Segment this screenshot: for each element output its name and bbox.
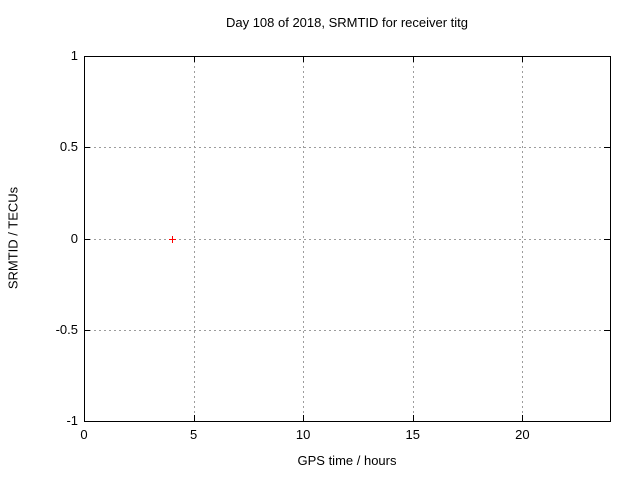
y-axis-label: SRMTID / TECUs [5, 186, 21, 290]
y-tick-label: 0.5 [59, 139, 78, 155]
chart-title: Day 108 of 2018, SRMTID for receiver tit… [225, 15, 469, 30]
x-axis-label: GPS time / hours [297, 453, 397, 468]
x-tick-label: 0 [80, 427, 88, 442]
x-tick-label: 5 [189, 427, 198, 442]
x-tick-label: 10 [295, 427, 311, 442]
plot-border [84, 56, 611, 422]
y-tick-label: -0.5 [55, 321, 78, 337]
y-tick-label: 0 [70, 230, 78, 246]
y-tick-label: -1 [66, 413, 78, 428]
y-tick-label: 1 [70, 48, 78, 63]
x-tick-label: 15 [405, 427, 420, 442]
x-tick-label: 20 [515, 427, 530, 442]
